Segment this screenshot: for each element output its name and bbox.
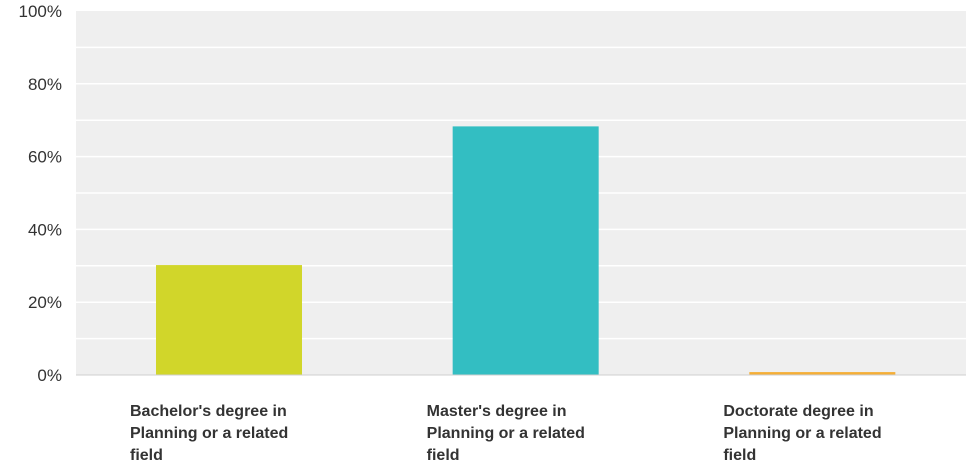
- y-tick-label: 60%: [28, 148, 62, 167]
- y-tick-label: 100%: [19, 2, 62, 21]
- bar: [452, 126, 599, 375]
- y-axis-ticks: 0% 20% 40% 60% 80% 100%: [19, 2, 62, 385]
- x-category-label: Master's degree in Planning or a related f…: [427, 403, 585, 464]
- bar: [156, 265, 302, 375]
- y-tick-label: 40%: [28, 220, 62, 239]
- y-tick-label: 20%: [28, 293, 62, 312]
- bar: [749, 372, 896, 375]
- y-tick-label: 80%: [28, 75, 62, 94]
- bars: [156, 126, 896, 375]
- x-axis-labels: Bachelor's degree in Planning or a relate…: [130, 403, 882, 464]
- x-category-label: Bachelor's degree in Planning or a relate…: [130, 403, 288, 464]
- x-category-label: Doctorate degree in Planning or a related…: [723, 403, 881, 464]
- y-tick-label: 0%: [37, 366, 62, 385]
